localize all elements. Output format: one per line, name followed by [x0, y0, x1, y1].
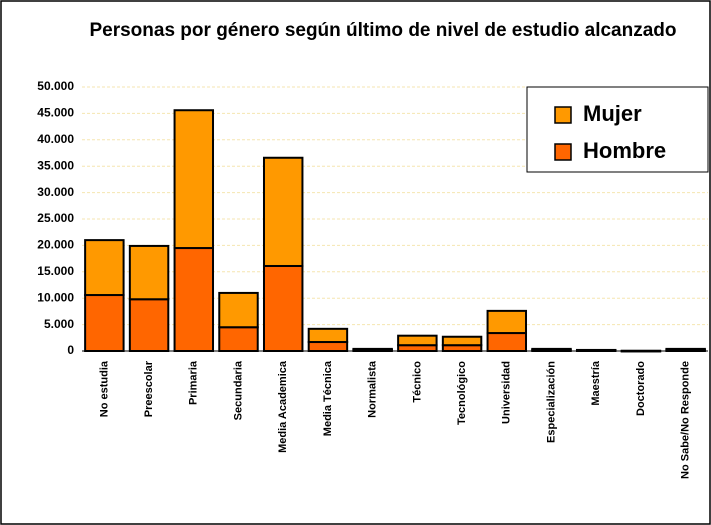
bar-segment — [441, 335, 483, 347]
bar-segment — [173, 247, 215, 352]
bar-segment — [128, 244, 170, 301]
legend-label: Mujer — [583, 101, 642, 126]
y-tick-label: 45.000 — [37, 106, 74, 120]
y-tick-label: 30.000 — [37, 185, 74, 199]
chart-title: Personas por género según último de nive… — [89, 20, 677, 41]
bar-segment — [307, 327, 349, 344]
y-tick-label: 5.000 — [44, 317, 74, 331]
x-tick-label: Universidad — [501, 361, 513, 424]
bar-segment — [84, 294, 125, 353]
x-tick-label: Secundaria — [232, 360, 244, 420]
x-tick-label: No Sabe/No Responde — [680, 361, 692, 479]
y-tick-label: 15.000 — [37, 264, 74, 278]
legend-swatch — [554, 143, 572, 161]
bar-segment — [128, 298, 170, 353]
bar-segment — [307, 341, 349, 352]
x-tick-label: Especialización — [545, 361, 557, 443]
bar-segment — [575, 348, 617, 352]
x-tick-label: Preescolar — [143, 360, 155, 417]
legend-swatch — [554, 106, 572, 124]
bar-segment — [486, 332, 528, 353]
bar-segment — [665, 347, 706, 351]
y-tick-label: 20.000 — [37, 238, 74, 252]
bar-segment — [173, 109, 215, 250]
x-tick-label: Doctorado — [635, 361, 647, 416]
bar-segment — [531, 347, 572, 351]
x-tick-label: Tecnológico — [456, 361, 468, 425]
x-tick-label: Media Academica — [277, 360, 289, 453]
legend-label: Hombre — [583, 138, 666, 163]
bar-segment — [262, 264, 304, 353]
x-tick-label: Maestría — [590, 360, 602, 406]
y-tick-label: 50.000 — [37, 79, 74, 93]
bar-segment — [620, 349, 662, 353]
y-tick-label: 10.000 — [37, 290, 74, 304]
bar-segment — [84, 239, 125, 297]
bar-segment — [218, 291, 259, 329]
y-tick-label: 25.000 — [37, 211, 74, 225]
bar-segment — [397, 334, 438, 347]
x-tick-label: Normalista — [367, 360, 379, 418]
x-tick-label: Técnico — [411, 361, 423, 403]
x-tick-label: Primaria — [188, 360, 200, 405]
bar-segment — [262, 156, 304, 267]
y-tick-label: 0 — [67, 343, 74, 357]
y-tick-label: 35.000 — [37, 158, 74, 172]
bar-segment — [352, 347, 393, 351]
x-tick-label: No estudia — [98, 360, 110, 417]
bar-segment — [486, 309, 528, 335]
x-tick-label: Media Técnica — [322, 360, 334, 436]
y-tick-label: 40.000 — [37, 132, 74, 146]
bar-segment — [218, 326, 259, 352]
